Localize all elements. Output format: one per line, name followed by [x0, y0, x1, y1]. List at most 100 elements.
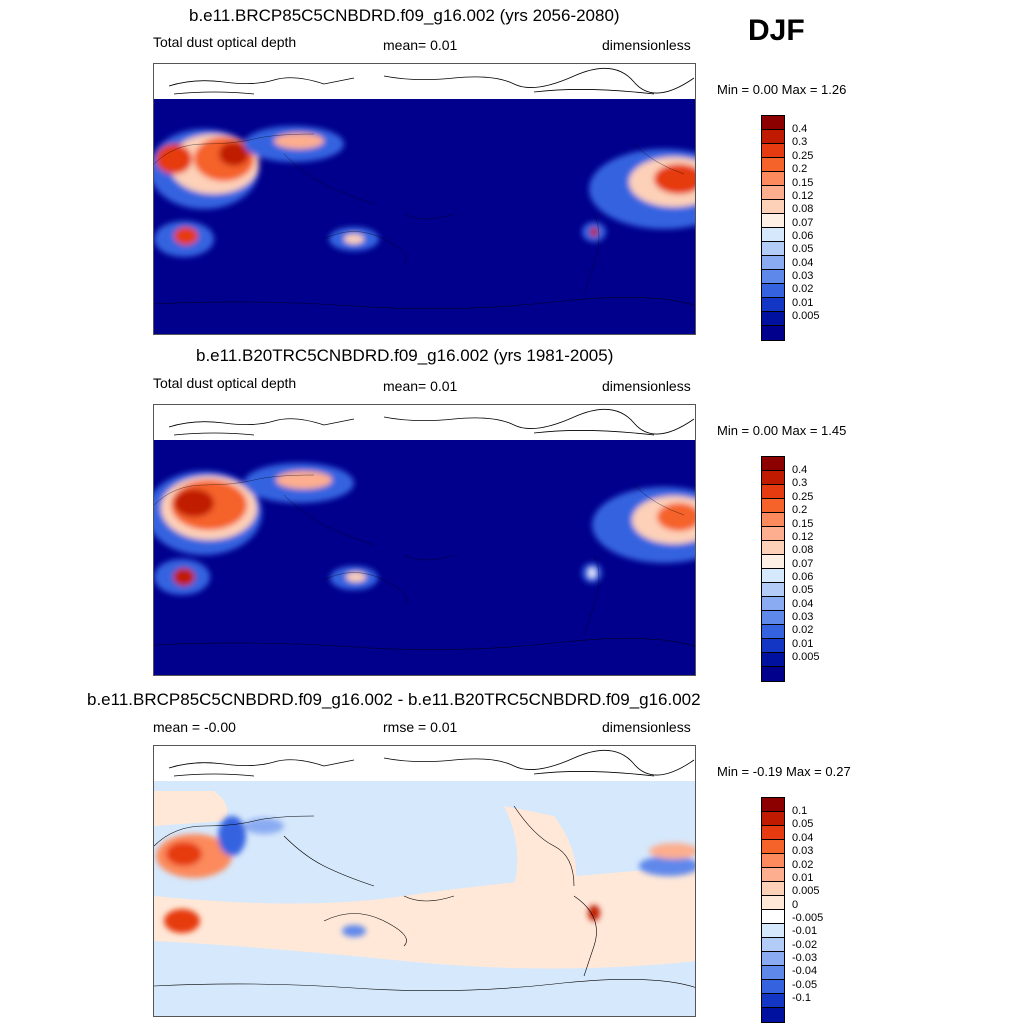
- panel1-colorbar-swatch: [762, 116, 784, 130]
- panel2-colorbar: [761, 456, 785, 682]
- panel3-colorbar-swatch: [762, 826, 784, 840]
- panel2-colorbar-label: 0.4: [792, 464, 808, 476]
- panel1-colorbar-label: 0.08: [792, 203, 814, 215]
- panel2-minmax: Min = 0.00 Max = 1.45: [717, 423, 847, 438]
- panel3-colorbar-label: -0.05: [792, 979, 818, 991]
- panel3-mean-label: mean = -0.00: [153, 719, 236, 735]
- panel3-colorbar-label: -0.04: [792, 965, 818, 977]
- panel3-colorbar-swatch: [762, 924, 784, 938]
- panel2-title: b.e11.B20TRC5CNBDRD.f09_g16.002 (yrs 198…: [196, 346, 614, 365]
- panel3-colorbar-label: 0.05: [792, 818, 814, 830]
- panel2-map: [153, 404, 696, 676]
- panel3-colorbar-swatch: [762, 896, 784, 910]
- panel2-variable-label: Total dust optical depth: [153, 375, 297, 391]
- panel3-map: [153, 745, 696, 1017]
- panel1-colorbar-label: 0.4: [792, 123, 808, 135]
- panel3-colorbar-swatch: [762, 812, 784, 826]
- panel2-colorbar-swatch: [762, 513, 784, 527]
- panel1-colorbar-label: 0.3: [792, 136, 808, 148]
- panel1-colorbar-label: 0.15: [792, 177, 814, 189]
- panel3-colorbar-swatch: [762, 868, 784, 882]
- panel1-colorbar-label: 0.04: [792, 257, 814, 269]
- panel2-colorbar-label: 0.05: [792, 584, 814, 596]
- panel2-colorbar-swatch: [762, 653, 784, 667]
- panel3-colorbar-label: 0.1: [792, 805, 808, 817]
- panel2-colorbar-label: 0.25: [792, 491, 814, 503]
- panel3-colorbar-swatch: [762, 1008, 784, 1022]
- panel3-colorbar-swatch: [762, 980, 784, 994]
- panel2-colorbar-swatch: [762, 541, 784, 555]
- panel1-map-graphic: [154, 64, 695, 334]
- panel3-units-label: dimensionless: [602, 719, 691, 735]
- panel2-colorbar-swatch: [762, 555, 784, 569]
- panel2-colorbar-swatch: [762, 527, 784, 541]
- panel1-colorbar-label: 0.12: [792, 190, 814, 202]
- panel3-colorbar-swatch: [762, 910, 784, 924]
- panel1-colorbar-label: 0.07: [792, 217, 814, 229]
- panel2-map-graphic: [154, 405, 695, 675]
- panel1-colorbar-swatch: [762, 228, 784, 242]
- panel2-colorbar-label: 0.12: [792, 531, 814, 543]
- panel1-colorbar-label: 0.06: [792, 230, 814, 242]
- panel1-colorbar-swatch: [762, 200, 784, 214]
- panel3-rmse-label: rmse = 0.01: [383, 719, 458, 735]
- panel3-colorbar-swatch: [762, 854, 784, 868]
- panel1-mean-label: mean= 0.01: [383, 37, 458, 53]
- panel3-colorbar-label: -0.02: [792, 939, 818, 951]
- panel1-colorbar-label: 0.03: [792, 270, 814, 282]
- panel3-colorbar-label: -0.1: [792, 992, 811, 1004]
- panel2-colorbar-swatch: [762, 611, 784, 625]
- panel1-colorbar-label: 0.01: [792, 297, 814, 309]
- panel1-colorbar-swatch: [762, 144, 784, 158]
- panel2-colorbar-label: 0.15: [792, 518, 814, 530]
- panel2-colorbar-label: 0.08: [792, 544, 814, 556]
- panel3-colorbar-label: 0.01: [792, 872, 814, 884]
- panel2-colorbar-swatch: [762, 471, 784, 485]
- panel2-colorbar-label: 0.02: [792, 624, 814, 636]
- panel2-colorbar-label: 0.04: [792, 598, 814, 610]
- panel3-map-graphic: [154, 746, 695, 1016]
- panel3-colorbar-swatch: [762, 966, 784, 980]
- panel2-units-label: dimensionless: [602, 378, 691, 394]
- panel2-colorbar-swatch: [762, 485, 784, 499]
- panel1-minmax: Min = 0.00 Max = 1.26: [717, 82, 847, 97]
- panel3-colorbar-label: -0.01: [792, 925, 818, 937]
- panel2-colorbar-label: 0.005: [792, 651, 820, 663]
- panel2-colorbar-label: 0.07: [792, 558, 814, 570]
- panel3-colorbar-label: 0.03: [792, 845, 814, 857]
- panel3-colorbar-label: -0.005: [792, 912, 824, 924]
- panel1-colorbar-swatch: [762, 130, 784, 144]
- panel1-colorbar-swatch: [762, 270, 784, 284]
- panel2-colorbar-label: 0.03: [792, 611, 814, 623]
- panel3-colorbar-swatch: [762, 882, 784, 896]
- panel2-colorbar-label: 0.2: [792, 504, 808, 516]
- panel1-colorbar-swatch: [762, 242, 784, 256]
- panel1-variable-label: Total dust optical depth: [153, 34, 297, 50]
- panel3-minmax: Min = -0.19 Max = 0.27: [717, 764, 851, 779]
- panel1-colorbar-swatch: [762, 312, 784, 326]
- panel1-map: [153, 63, 696, 335]
- panel3-colorbar-swatch: [762, 952, 784, 966]
- panel1-colorbar-label: 0.25: [792, 150, 814, 162]
- panel1-colorbar-swatch: [762, 186, 784, 200]
- panel3-colorbar-label: 0.02: [792, 859, 814, 871]
- panel1-colorbar-swatch: [762, 326, 784, 340]
- panel2-colorbar-swatch: [762, 667, 784, 681]
- panel3-colorbar-label: 0: [792, 899, 799, 911]
- panel3-colorbar-swatch: [762, 840, 784, 854]
- panel2-colorbar-label: 0.01: [792, 638, 814, 650]
- panel1-colorbar-swatch: [762, 158, 784, 172]
- panel2-mean-label: mean= 0.01: [383, 378, 458, 394]
- panel1-colorbar-label: 0.05: [792, 243, 814, 255]
- panel2-colorbar-swatch: [762, 625, 784, 639]
- panel1-colorbar: [761, 115, 785, 341]
- panel3-colorbar-swatch: [762, 994, 784, 1008]
- panel2-colorbar-swatch: [762, 569, 784, 583]
- panel3-colorbar-swatch: [762, 938, 784, 952]
- panel1-colorbar-label: 0.02: [792, 283, 814, 295]
- panel2-colorbar-swatch: [762, 597, 784, 611]
- panel1-title: b.e11.BRCP85C5CNBDRD.f09_g16.002 (yrs 20…: [189, 6, 620, 25]
- panel3-title: b.e11.BRCP85C5CNBDRD.f09_g16.002 - b.e11…: [87, 690, 701, 709]
- panel3-colorbar: [761, 797, 785, 1023]
- panel1-units-label: dimensionless: [602, 37, 691, 53]
